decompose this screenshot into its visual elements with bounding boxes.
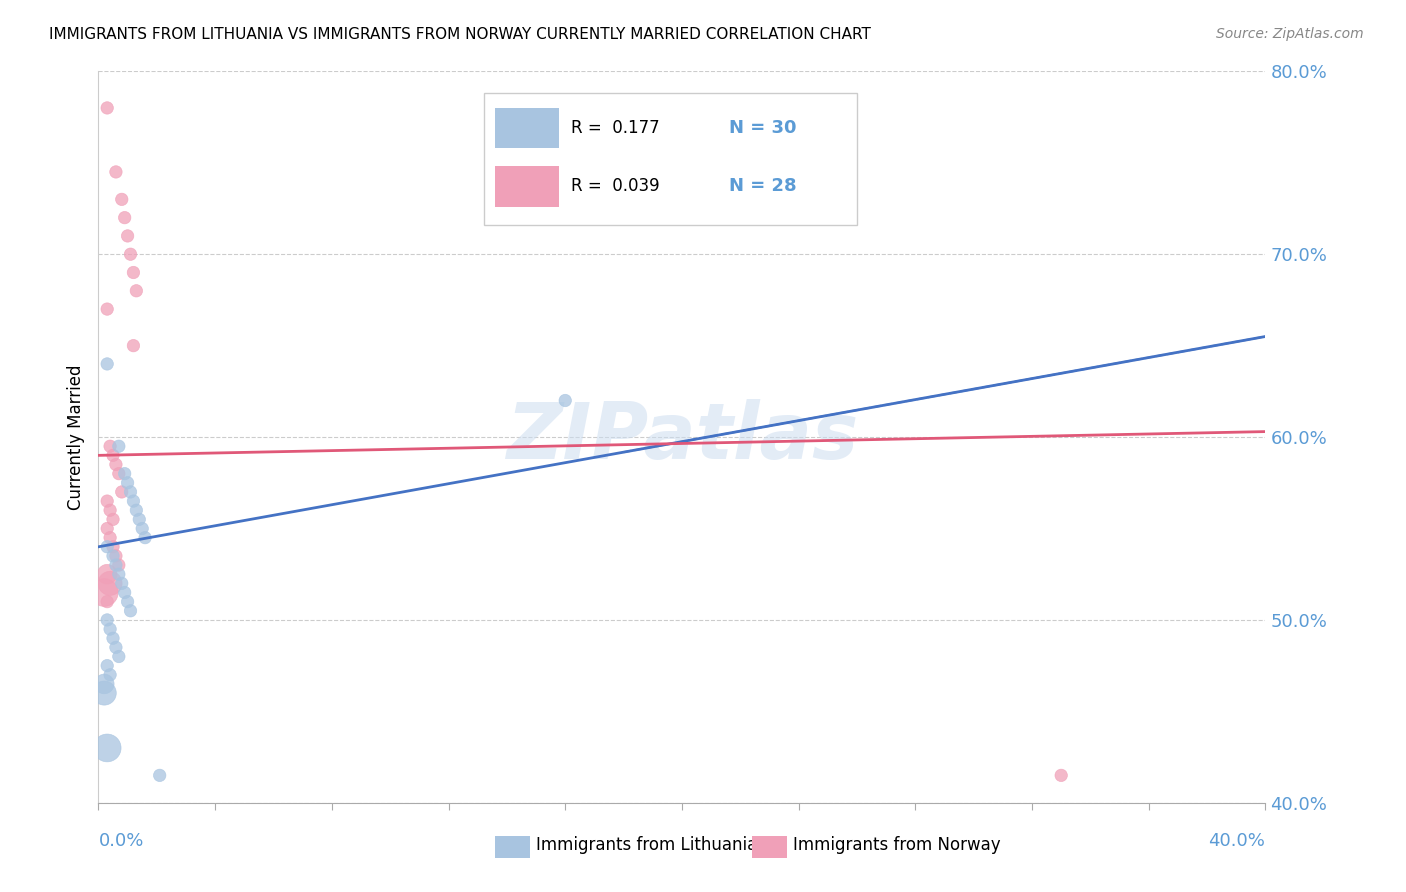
Point (96, 658, 118, 673)
Point (96, 301, 118, 316)
Point (108, 558, 131, 573)
Point (93, 686, 115, 700)
Point (111, 485, 134, 500)
Point (117, 475, 139, 490)
Point (117, 594, 139, 608)
Point (134, 531, 156, 545)
Point (96, 594, 118, 608)
Point (98, 668, 121, 682)
Point (554, 393, 576, 408)
Point (101, 449, 124, 463)
Point (96, 494, 118, 508)
Point (96, 540, 118, 554)
Point (120, 485, 142, 500)
FancyBboxPatch shape (495, 836, 530, 858)
Text: ZIPatlas: ZIPatlas (506, 399, 858, 475)
Text: R =  0.177: R = 0.177 (571, 119, 659, 136)
Text: N = 28: N = 28 (728, 178, 796, 195)
Point (96, 101, 118, 115)
Point (114, 585, 136, 599)
Text: 40.0%: 40.0% (1209, 832, 1265, 850)
FancyBboxPatch shape (484, 94, 858, 225)
Point (114, 211, 136, 225)
Point (96, 567, 118, 582)
FancyBboxPatch shape (495, 108, 560, 148)
Point (101, 540, 124, 554)
Point (149, 768, 172, 782)
Point (1050, 768, 1073, 782)
Point (96, 613, 118, 627)
Point (125, 503, 148, 517)
Text: R =  0.039: R = 0.039 (571, 178, 659, 195)
Point (98, 622, 121, 636)
Point (104, 640, 127, 655)
Point (128, 512, 150, 526)
Point (104, 558, 127, 573)
Point (104, 549, 127, 563)
Point (108, 439, 131, 453)
Point (111, 576, 134, 591)
Point (108, 567, 131, 582)
Point (98, 439, 121, 453)
Point (101, 512, 124, 526)
Point (120, 247, 142, 261)
Point (96, 357, 118, 371)
Point (104, 458, 127, 472)
Point (98, 531, 121, 545)
Point (104, 165, 127, 179)
Point (122, 494, 145, 508)
Point (122, 266, 145, 280)
Point (125, 284, 148, 298)
Point (98, 503, 121, 517)
Point (108, 467, 131, 481)
Point (117, 229, 139, 244)
Point (101, 632, 124, 646)
Point (98, 576, 121, 591)
Point (93, 585, 115, 599)
Text: 0.0%: 0.0% (98, 832, 143, 850)
Point (96, 521, 118, 535)
Text: N = 30: N = 30 (728, 119, 796, 136)
Point (131, 521, 153, 535)
Point (101, 549, 124, 563)
Y-axis label: Currently Married: Currently Married (66, 364, 84, 510)
FancyBboxPatch shape (495, 167, 560, 207)
Point (93, 677, 115, 691)
FancyBboxPatch shape (752, 836, 787, 858)
Point (96, 741, 118, 756)
Text: Immigrants from Lithuania: Immigrants from Lithuania (536, 836, 758, 855)
Point (114, 467, 136, 481)
Point (111, 192, 134, 206)
Text: IMMIGRANTS FROM LITHUANIA VS IMMIGRANTS FROM NORWAY CURRENTLY MARRIED CORRELATIO: IMMIGRANTS FROM LITHUANIA VS IMMIGRANTS … (49, 27, 872, 42)
Point (120, 604, 142, 618)
Point (108, 649, 131, 664)
Text: Source: ZipAtlas.com: Source: ZipAtlas.com (1216, 27, 1364, 41)
Point (122, 338, 145, 352)
Text: Immigrants from Norway: Immigrants from Norway (793, 836, 1001, 855)
